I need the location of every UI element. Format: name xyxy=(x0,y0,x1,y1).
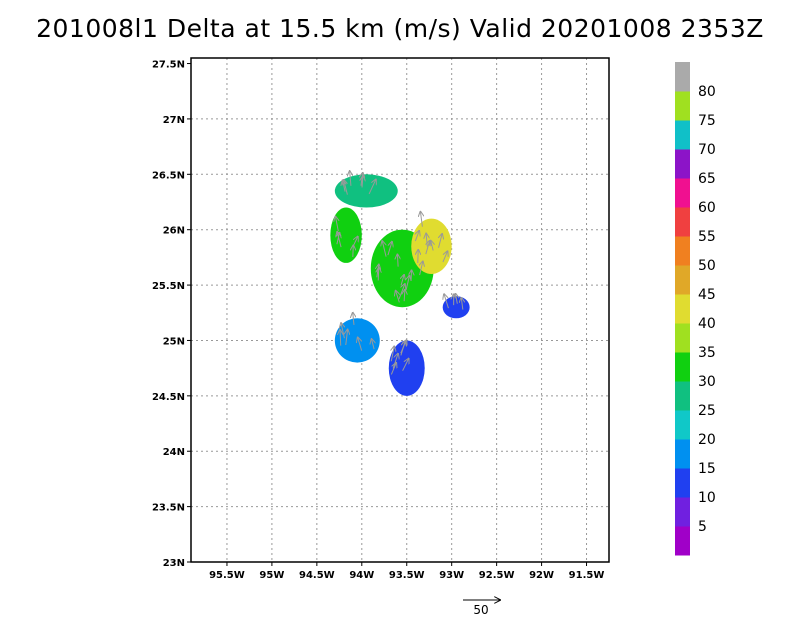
lat-tick-label: 23N xyxy=(163,558,185,569)
wind-speed-region xyxy=(330,207,362,263)
wind-speed-region xyxy=(334,174,398,208)
lon-tick-label: 94W xyxy=(349,570,374,581)
colorbar-swatch xyxy=(675,439,690,469)
wind-vector xyxy=(341,323,344,339)
wind-vector xyxy=(361,173,363,186)
wind-vector xyxy=(406,276,409,290)
lat-tick-label: 24.5N xyxy=(152,392,185,403)
map-title: 201008l1 Delta at 15.5 km (m/s) Valid 20… xyxy=(36,14,764,43)
wind-vector xyxy=(350,171,351,186)
wind-speed-region xyxy=(411,218,452,274)
colorbar-swatch xyxy=(675,265,690,295)
lon-tick-label: 92W xyxy=(529,570,554,581)
wind-vector xyxy=(420,212,422,227)
colorbar-swatch xyxy=(675,149,690,179)
map-grid xyxy=(191,58,609,562)
lat-tick-label: 23.5N xyxy=(152,503,185,514)
wind-vector xyxy=(442,251,448,263)
colorbar-swatch xyxy=(675,526,690,556)
colorbar-swatch xyxy=(675,497,690,527)
lat-tick-label: 26.5N xyxy=(152,170,185,181)
wind-vector xyxy=(372,339,375,350)
colorbar-swatch xyxy=(675,120,690,150)
colorbar-label: 10 xyxy=(698,490,716,506)
wind-vector xyxy=(404,290,405,302)
wind-vector xyxy=(415,231,419,242)
map-frame xyxy=(190,57,610,563)
wind-vector xyxy=(340,330,341,346)
colorbar-swatch xyxy=(675,468,690,498)
wind-vector xyxy=(397,255,398,267)
colorbar-swatch xyxy=(675,178,690,208)
wind-vector xyxy=(391,347,394,362)
wind-vector xyxy=(444,294,449,309)
wind-vector xyxy=(420,262,423,276)
colorbar-swatch xyxy=(675,352,690,382)
wind-vector xyxy=(400,341,405,356)
lat-tick-label: 25.5N xyxy=(152,281,185,292)
lat-tick-label: 26N xyxy=(163,226,185,237)
colorbar-swatch xyxy=(675,236,690,266)
colorbar-swatch xyxy=(675,207,690,237)
colorbar-label: 15 xyxy=(698,461,716,477)
wind-vector xyxy=(335,217,338,232)
colorbar-label: 20 xyxy=(698,432,716,448)
colorbar-swatch xyxy=(675,323,690,353)
wind-vector xyxy=(387,242,392,256)
colorbar-label: 65 xyxy=(698,171,716,187)
wind-vector xyxy=(353,313,354,325)
wind-vector xyxy=(396,291,400,303)
colorbar-label: 55 xyxy=(698,229,716,245)
colorbar-label: 5 xyxy=(698,519,707,535)
wind-vector xyxy=(344,180,348,195)
wind-vector xyxy=(431,241,433,251)
wind-vector xyxy=(358,338,363,351)
colorbar-label: 50 xyxy=(698,258,716,274)
colorbar-swatch xyxy=(675,294,690,324)
colorbar-label: 40 xyxy=(698,316,716,332)
wind-vector xyxy=(390,363,396,375)
colorbar-swatch xyxy=(675,381,690,411)
wind-vector xyxy=(398,284,405,299)
wind-vector xyxy=(346,330,348,346)
wind-vector xyxy=(461,298,463,310)
colorbar-label: 25 xyxy=(698,403,716,419)
wind-vector xyxy=(382,241,387,257)
wind-vectors xyxy=(335,171,463,375)
lat-tick-label: 27.5N xyxy=(152,60,185,71)
wind-vector xyxy=(426,234,427,247)
lon-tick-label: 92.5W xyxy=(479,570,515,581)
colorbar-label: 30 xyxy=(698,374,716,390)
colorbar: 5 10 15 20 25 30 35 40 45 50 55 60 65 70 75 80 xyxy=(675,62,716,556)
wind-vector xyxy=(368,180,376,195)
wind-vector xyxy=(337,232,342,248)
wind-vector xyxy=(439,234,443,248)
colorbar-label: 35 xyxy=(698,345,716,361)
lon-tick-label: 94.5W xyxy=(299,570,335,581)
wind-vector xyxy=(377,265,379,278)
wind-vector xyxy=(402,359,409,371)
colorbar-label: 80 xyxy=(698,84,716,100)
longitude-ticks: 95.5W 95W 94.5W 94W 93.5W 93W 92.5W 92W 91.5W xyxy=(209,562,604,581)
colorbar-swatch xyxy=(675,91,690,121)
lon-tick-label: 91.5W xyxy=(569,570,605,581)
lat-tick-label: 27N xyxy=(163,115,185,126)
lon-tick-label: 95.5W xyxy=(209,570,245,581)
latitude-ticks: 27.5N 27N 26.5N 26N 25.5N 25N 24.5N 24N 23.5N 23N xyxy=(152,60,191,569)
wind-vector xyxy=(392,354,398,369)
lon-tick-label: 93.5W xyxy=(389,570,425,581)
reference-vector-label: 50 xyxy=(473,603,488,617)
lat-tick-label: 24N xyxy=(163,447,185,458)
colorbar-label: 75 xyxy=(698,113,716,129)
colorbar-label: 45 xyxy=(698,287,716,303)
lat-tick-label: 25N xyxy=(163,336,185,347)
lon-tick-label: 95W xyxy=(259,570,284,581)
colorbar-label: 60 xyxy=(698,200,716,216)
colorbar-swatch xyxy=(675,410,690,440)
colorbar-label: 70 xyxy=(698,142,716,158)
lon-tick-label: 93W xyxy=(439,570,464,581)
colorbar-swatch xyxy=(675,62,690,92)
reference-vector: 50 xyxy=(463,600,500,617)
